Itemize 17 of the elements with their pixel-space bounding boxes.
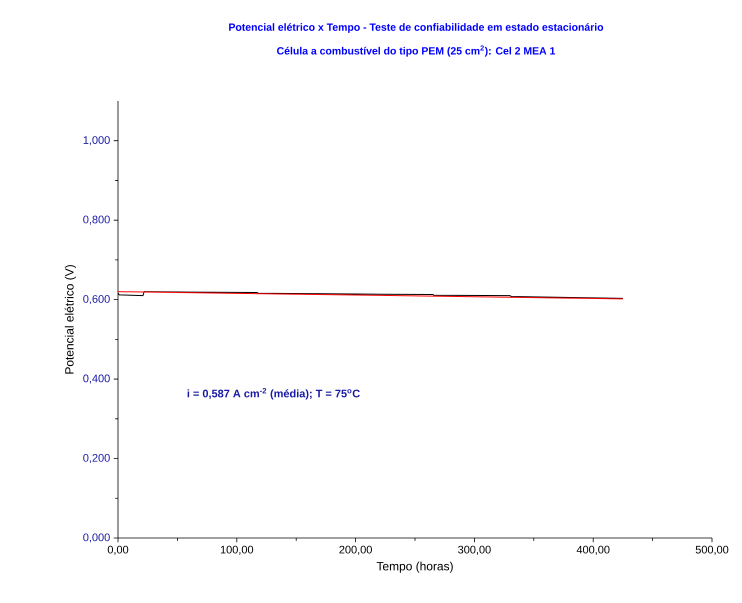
x-tick-label: 400,00 bbox=[576, 546, 610, 555]
y-tick-label: 0,200 bbox=[83, 454, 110, 464]
y-tick-label: 0,000 bbox=[83, 533, 110, 543]
annotation: i = 0,587 A cm$^{-2}$ (média); T = 75$^{o}$C bbox=[188, 388, 360, 400]
x-tick-label: 500,00 bbox=[696, 546, 728, 555]
x-tick-label: 200,00 bbox=[339, 546, 372, 555]
chart-subtitle: Célula a combustível do tipo PEM (25 cm$^{2}$): Cel 2 MEA 1 bbox=[277, 45, 556, 57]
x-tick-label: 0,00 bbox=[108, 546, 128, 555]
y-tick-label: 0,400 bbox=[83, 374, 110, 384]
chart-title: Potencial elétrico x Tempo - Teste de confiabilidade em estado estacionário bbox=[229, 23, 604, 33]
y-tick-label: 0,600 bbox=[83, 295, 110, 304]
y-axis-title: Potencial elétrico (V) bbox=[64, 265, 76, 374]
x-axis-title: Tempo (horas) bbox=[376, 562, 453, 573]
y-tick-label: 1,000 bbox=[84, 136, 110, 146]
y-tick-label: 0,800 bbox=[83, 216, 110, 225]
x-tick-label: 300,00 bbox=[458, 546, 491, 555]
x-tick-label: 100,00 bbox=[220, 546, 254, 555]
